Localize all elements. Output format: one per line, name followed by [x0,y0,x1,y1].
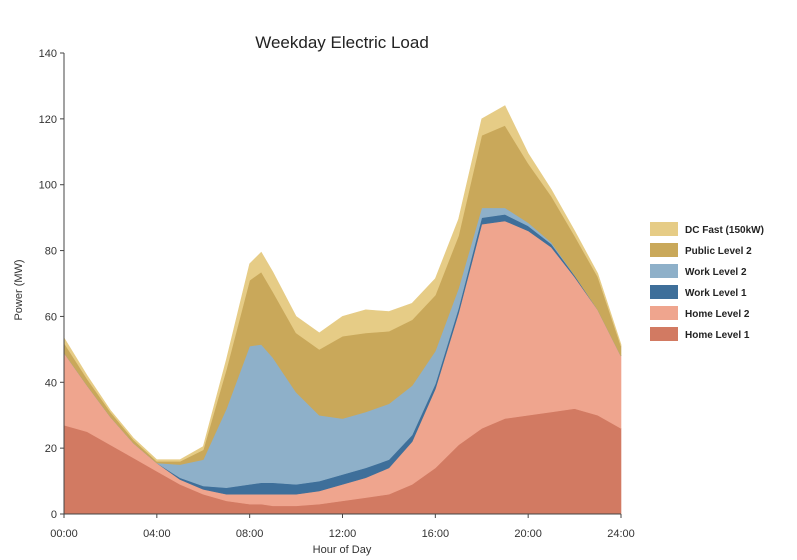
y-tick-label: 80 [45,246,57,258]
y-tick-label: 120 [39,114,57,126]
x-tick-label: 04:00 [143,528,171,540]
area-dc-fast-150kw [63,105,622,462]
legend-entry: Public Level 2 [650,243,752,257]
legend-label: DC Fast (150kW) [685,225,764,236]
x-axis-label: Hour of Day [313,544,372,556]
stacked-areas [63,105,622,515]
y-tick-label: 0 [51,509,57,521]
legend: DC Fast (150kW) Public Level 2 Work Level … [650,222,764,341]
x-tick-label: 16:00 [422,528,450,540]
y-tick-label: 40 [45,377,57,389]
legend-swatch [650,306,678,320]
x-ticks: 00:00 04:00 08:00 12:00 16:00 20:00 24:00 [50,514,635,540]
x-tick-label: 00:00 [50,528,78,540]
legend-label: Home Level 2 [685,309,750,320]
legend-entry: Home Level 2 [650,306,750,320]
y-tick: 20 [45,443,64,455]
x-tick: 20:00 [514,514,542,540]
y-tick-label: 140 [39,48,57,60]
y-tick: 80 [45,246,64,258]
x-tick: 12:00 [329,514,357,540]
x-tick-label: 24:00 [607,528,635,540]
x-tick-label: 08:00 [236,528,264,540]
y-tick-label: 20 [45,443,57,455]
legend-swatch [650,327,678,341]
y-tick: 40 [45,377,64,389]
legend-swatch [650,222,678,236]
y-tick: 140 [39,48,64,60]
x-tick: 16:00 [422,514,450,540]
chart-title: Weekday Electric Load [255,33,429,52]
legend-label: Public Level 2 [685,246,752,257]
legend-label: Work Level 1 [685,288,747,299]
legend-entry: Work Level 1 [650,285,747,299]
y-tick: 120 [39,114,64,126]
x-tick-label: 20:00 [514,528,542,540]
x-tick: 24:00 [607,514,635,540]
x-tick: 08:00 [236,514,264,540]
y-ticks: 0 20 40 60 80 100 120 140 [39,48,64,521]
x-tick: 04:00 [143,514,171,540]
legend-swatch [650,264,678,278]
y-tick-label: 60 [45,311,57,323]
y-axis-label: Power (MW) [13,259,25,320]
legend-label: Home Level 1 [685,330,750,341]
legend-entry: DC Fast (150kW) [650,222,764,236]
legend-entry: Work Level 2 [650,264,747,278]
x-tick-label: 12:00 [329,528,357,540]
legend-swatch [650,285,678,299]
axes: 0 20 40 60 80 100 120 140 00:00 04:00 08:00 12:00 1… [39,48,635,540]
y-tick-label: 100 [39,180,57,192]
y-tick: 100 [39,180,64,192]
legend-label: Work Level 2 [685,267,747,278]
y-tick: 60 [45,311,64,323]
y-tick: 0 [51,509,64,521]
legend-entry: Home Level 1 [650,327,750,341]
legend-swatch [650,243,678,257]
x-tick: 00:00 [50,514,78,540]
